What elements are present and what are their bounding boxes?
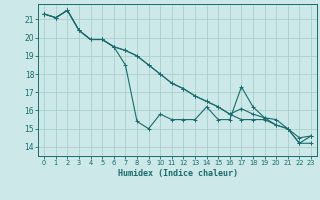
X-axis label: Humidex (Indice chaleur): Humidex (Indice chaleur): [118, 169, 238, 178]
